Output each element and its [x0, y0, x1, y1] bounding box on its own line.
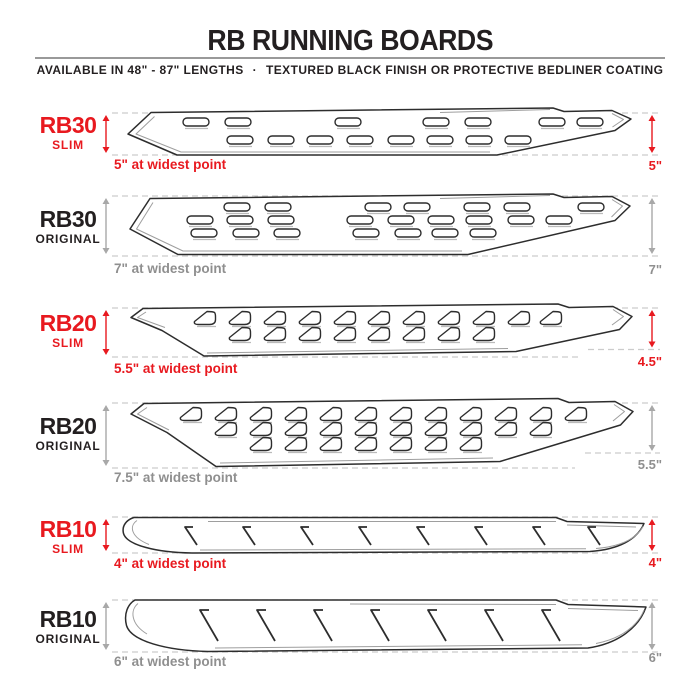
title-divider — [35, 57, 665, 59]
model-variant: SLIM — [52, 542, 84, 556]
widest-point-label-rb20-original: 7.5" at widest point — [114, 470, 238, 485]
model-variant: SLIM — [52, 138, 84, 152]
right-width-label-rb30-original: 7" — [648, 262, 662, 277]
right-width-label-rb10-original: 6" — [648, 650, 662, 665]
model-variant: SLIM — [52, 336, 84, 350]
right-width-label-rb20-slim: 4.5" — [637, 354, 662, 369]
subtitle-finish: TEXTURED BLACK FINISH OR PROTECTIVE BEDL… — [266, 63, 664, 77]
model-label-rb10-slim: RB10 SLIM — [13, 518, 123, 556]
model-name: RB10 — [39, 606, 97, 632]
model-name: RB20 — [39, 310, 97, 336]
widest-point-label-rb10-slim: 4" at widest point — [114, 556, 227, 571]
widest-point-label-rb10-original: 6" at widest point — [114, 654, 227, 669]
model-name: RB30 — [39, 206, 97, 232]
widest-point-label-rb30-slim: 5" at widest point — [114, 157, 227, 172]
model-label-rb30-slim: RB30 SLIM — [13, 114, 123, 152]
widest-point-label-rb30-original: 7" at widest point — [114, 261, 227, 276]
subtitle-lengths: AVAILABLE IN 48" - 87" LENGTHS — [36, 63, 244, 77]
model-variant: ORIGINAL — [35, 232, 101, 246]
model-variant: ORIGINAL — [35, 439, 101, 453]
model-label-rb20-slim: RB20 SLIM — [13, 312, 123, 350]
right-width-label-rb10-slim: 4" — [648, 555, 662, 570]
model-name: RB30 — [39, 112, 97, 138]
widest-point-label-rb20-slim: 5.5" at widest point — [114, 361, 238, 376]
model-label-rb10-original: RB10 ORIGINAL — [13, 608, 123, 646]
model-name: RB20 — [39, 413, 97, 439]
page-title: RB RUNNING BOARDS — [207, 25, 493, 57]
model-label-rb30-original: RB30 ORIGINAL — [13, 208, 123, 246]
model-label-rb20-original: RB20 ORIGINAL — [13, 415, 123, 453]
subtitle-separator-dot: · — [252, 63, 258, 77]
right-width-label-rb20-original: 5.5" — [637, 457, 662, 472]
right-width-label-rb30-slim: 5" — [648, 158, 662, 173]
subtitle: AVAILABLE IN 48" - 87" LENGTHS · TEXTURED … — [0, 63, 700, 77]
model-name: RB10 — [39, 516, 97, 542]
model-variant: ORIGINAL — [35, 632, 101, 646]
